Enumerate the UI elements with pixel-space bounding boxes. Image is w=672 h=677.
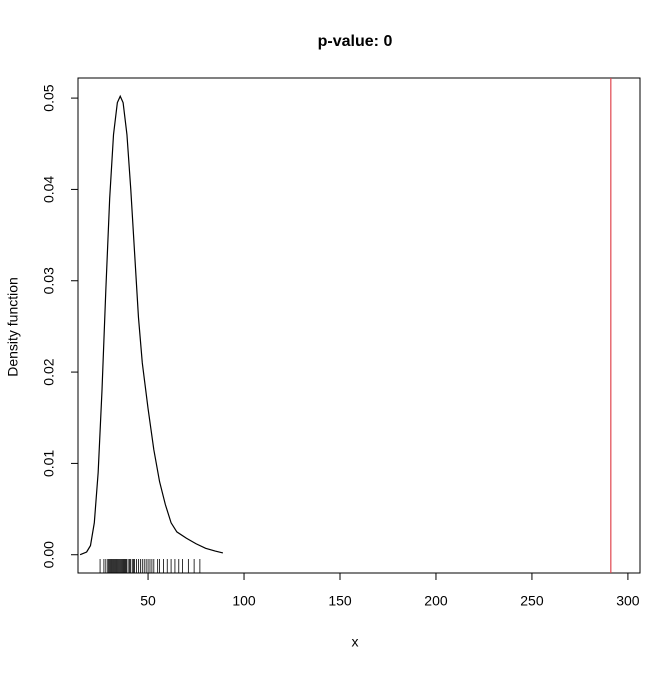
chart-title: p-value: 0 [318, 33, 393, 50]
y-tick-label: 0.04 [41, 176, 57, 203]
y-tick-label: 0.02 [41, 358, 57, 385]
y-tick-label: 0.03 [41, 267, 57, 294]
x-tick-label: 50 [140, 593, 156, 609]
y-tick-label: 0.05 [41, 84, 57, 111]
x-tick-label: 200 [424, 593, 448, 609]
plot-frame [77, 77, 641, 574]
y-tick-label: 0.01 [41, 450, 57, 477]
x-tick-label: 150 [328, 593, 352, 609]
x-tick-label: 300 [616, 593, 640, 609]
x-tick-label: 100 [232, 593, 256, 609]
y-axis-label: Density function [5, 277, 21, 377]
x-axis-label: x [352, 634, 359, 650]
density-line [79, 94, 224, 556]
y-tick-label: 0.00 [41, 541, 57, 568]
x-tick-label: 250 [520, 593, 544, 609]
